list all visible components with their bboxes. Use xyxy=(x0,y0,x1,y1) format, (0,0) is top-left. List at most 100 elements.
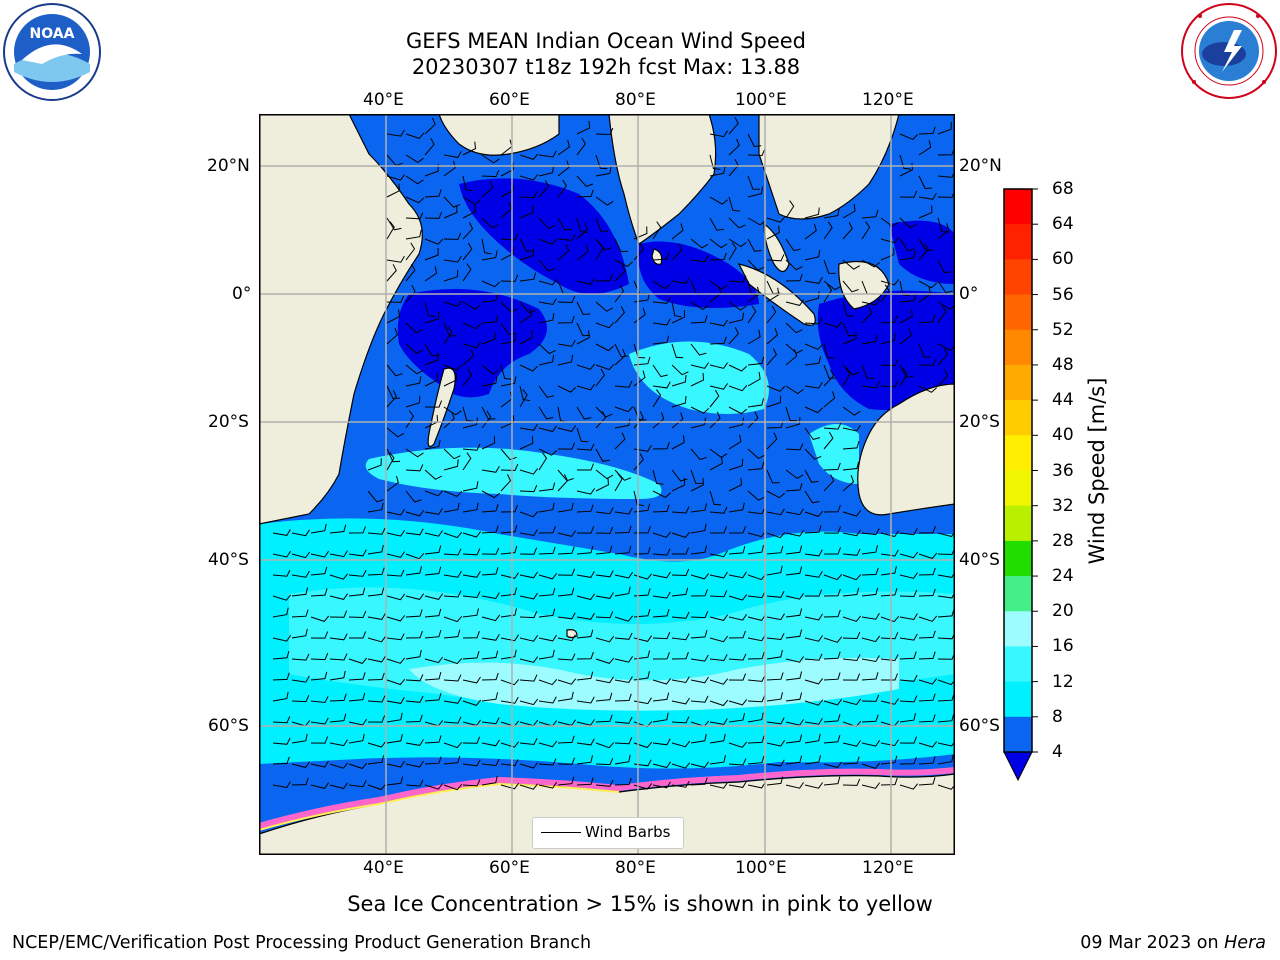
wind-barb xyxy=(329,633,348,641)
wind-barb xyxy=(576,504,594,513)
colorbar-tick-label: 4 xyxy=(1052,742,1063,762)
wind-barb xyxy=(481,238,492,255)
wind-barb xyxy=(747,735,765,744)
wind-barb xyxy=(348,733,365,744)
wind-barb xyxy=(937,280,953,294)
wind-barb xyxy=(728,458,744,471)
wind-barb xyxy=(405,566,422,576)
wind-barb xyxy=(842,364,860,376)
colorbar-segment xyxy=(1004,435,1032,471)
wind-barb xyxy=(386,760,405,768)
wind-barb xyxy=(766,633,785,641)
wind-barb xyxy=(291,628,308,639)
wind-barb xyxy=(766,305,777,324)
wind-barb xyxy=(405,649,422,660)
wind-barb xyxy=(918,385,938,393)
wind-barb xyxy=(747,545,764,555)
wind-barb xyxy=(272,529,291,536)
wind-barb xyxy=(823,462,841,471)
wind-barb xyxy=(310,615,330,622)
wind-barb xyxy=(557,354,574,366)
wind-barb xyxy=(899,783,919,790)
wind-barb xyxy=(728,417,744,429)
wind-barb xyxy=(652,531,672,538)
map-subtitle: 20230307 t18z 192h fcst Max: 13.88 xyxy=(411,55,801,79)
wind-barb xyxy=(785,238,801,252)
wind-barb xyxy=(842,587,860,597)
wind-barb xyxy=(424,211,443,219)
wind-barb xyxy=(348,692,366,702)
wind-barb xyxy=(462,608,479,618)
wind-barb xyxy=(747,217,766,226)
wind-barb xyxy=(481,739,500,747)
wind-barb xyxy=(709,526,727,534)
wind-barb xyxy=(785,734,803,744)
wind-barb xyxy=(595,779,614,787)
wind-barb xyxy=(519,364,539,372)
wind-barb xyxy=(823,636,843,643)
wind-barb xyxy=(766,717,785,725)
wind-barb xyxy=(424,545,442,555)
wind-barb xyxy=(538,278,558,286)
wind-barb xyxy=(405,410,415,429)
lon-label-top-60e: 60°E xyxy=(489,90,530,110)
wind-barb xyxy=(367,587,385,597)
wind-barb xyxy=(652,631,671,640)
wind-barb xyxy=(481,504,499,513)
wind-barb xyxy=(842,740,862,747)
wind-barb xyxy=(899,613,918,621)
wind-barb xyxy=(880,615,900,623)
wind-barb xyxy=(804,406,824,414)
colorbar-tick-label: 24 xyxy=(1052,566,1074,587)
wind-barb xyxy=(918,777,936,786)
wind-barb xyxy=(766,613,785,621)
wind-barb xyxy=(823,609,841,618)
wind-barb xyxy=(918,651,936,660)
wind-barb xyxy=(728,327,740,345)
wind-barb xyxy=(633,490,645,507)
wind-barb xyxy=(652,609,670,618)
wind-barb xyxy=(443,269,459,282)
wind-barb xyxy=(652,318,671,326)
wind-barb xyxy=(899,713,916,723)
wind-barb xyxy=(766,649,783,660)
wind-barb xyxy=(349,631,367,639)
wind-barb xyxy=(728,713,745,723)
wind-barb xyxy=(481,692,499,702)
wind-barb xyxy=(481,376,498,387)
colorbar-tick-label: 44 xyxy=(1052,390,1074,411)
wind-barb xyxy=(424,656,444,664)
lon-label-top-40e: 40°E xyxy=(363,90,404,110)
wind-barb xyxy=(690,573,710,580)
wind-barb xyxy=(405,528,424,536)
wind-barb xyxy=(766,395,782,408)
wind-barb xyxy=(367,741,387,748)
wind-barb xyxy=(842,259,861,270)
wind-barb xyxy=(538,165,554,177)
wind-barb xyxy=(937,305,947,324)
wind-barb xyxy=(652,280,671,290)
wind-barb xyxy=(557,425,577,432)
wind-barb xyxy=(519,330,533,345)
wind-barb xyxy=(690,676,709,684)
wind-barb xyxy=(823,259,836,274)
wind-barb xyxy=(481,614,501,622)
wind-barb xyxy=(861,762,881,769)
wind-barb xyxy=(899,633,918,641)
wind-barb xyxy=(386,712,403,723)
wind-barb xyxy=(405,674,424,682)
wind-barb xyxy=(348,526,366,534)
wind-barb xyxy=(481,567,499,576)
wind-barb xyxy=(443,411,455,429)
wind-barb xyxy=(386,697,405,704)
wind-barb xyxy=(557,653,576,661)
wind-barb xyxy=(671,364,689,376)
wind-barb xyxy=(405,212,424,220)
lon-label-top-100e: 100°E xyxy=(735,90,787,110)
wind-zone-southern-max xyxy=(409,657,899,711)
wind-barb xyxy=(595,507,614,515)
wind-barb xyxy=(690,477,705,492)
wind-barb xyxy=(538,343,556,355)
wind-barb xyxy=(671,395,687,408)
wind-barb xyxy=(595,526,614,534)
